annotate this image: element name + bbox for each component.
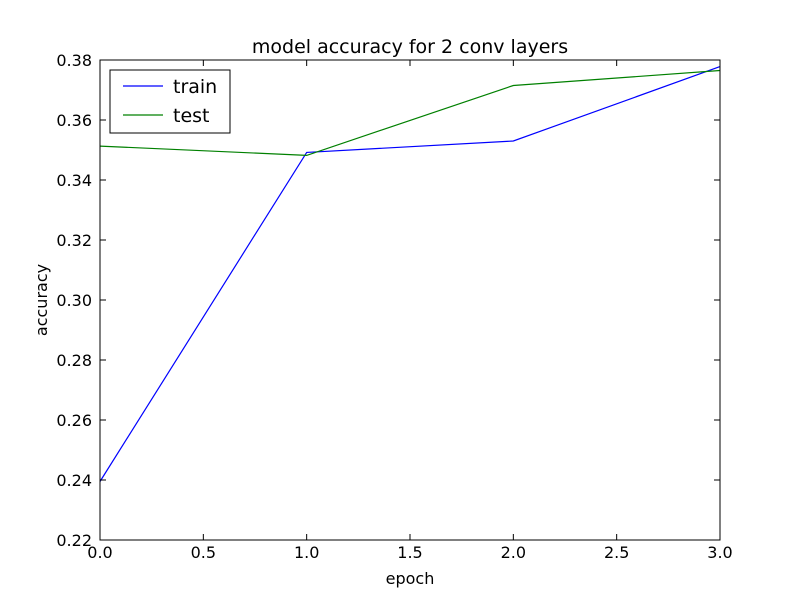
y-tick-label: 0.26 — [56, 411, 92, 430]
y-tick-label: 0.38 — [56, 51, 92, 70]
legend-box — [109, 69, 231, 134]
series-line-test — [99, 69, 721, 157]
x-tick-label: 3.0 — [707, 543, 732, 562]
x-tick-label: 0.5 — [191, 543, 216, 562]
chart-title: model accuracy for 2 conv layers — [252, 36, 568, 58]
y-tick-label: 0.30 — [56, 291, 92, 310]
y-axis-label: accuracy — [32, 264, 51, 336]
y-tick-label: 0.32 — [56, 231, 92, 250]
series-layer — [99, 66, 721, 482]
x-axis-label: epoch — [386, 569, 435, 588]
x-tick-label: 0.0 — [87, 543, 112, 562]
y-tick-label: 0.28 — [56, 351, 92, 370]
x-tick-label: 2.5 — [604, 543, 629, 562]
plot-area — [100, 60, 720, 540]
x-tick-label: 1.0 — [294, 543, 319, 562]
legend-label-train: train — [173, 76, 217, 98]
y-tick-label: 0.24 — [56, 471, 92, 490]
legend: train test — [109, 69, 231, 134]
y-tick-label: 0.22 — [56, 531, 92, 550]
legend-label-test: test — [173, 105, 210, 127]
x-tick-label: 2.0 — [501, 543, 526, 562]
tick-layer: 0.0 0.5 1.0 1.5 2.0 2.5 3.0 0.22 0.24 0.26 0.28 0.3… — [56, 51, 732, 562]
plot-frame — [99, 59, 721, 541]
series-line-train — [99, 66, 721, 482]
y-tick-label: 0.36 — [56, 111, 92, 130]
y-tick-label: 0.34 — [56, 171, 92, 190]
x-tick-label: 1.5 — [397, 543, 422, 562]
